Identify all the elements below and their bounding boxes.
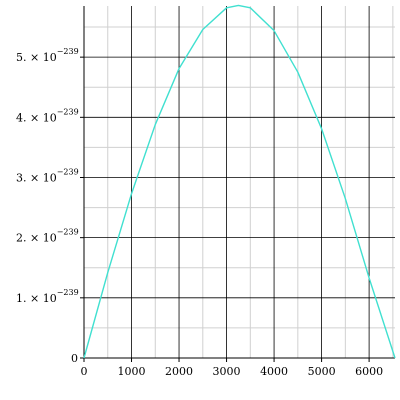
y-tick-label: 5. × 10−239 (16, 47, 79, 64)
x-tick-labels: 0 1000 2000 3000 4000 5000 6000 (81, 358, 383, 378)
y-tick-label: 0 (71, 352, 78, 365)
x-tick-label: 4000 (260, 365, 288, 378)
x-tick-label: 0 (81, 365, 88, 378)
series-line (83, 4, 396, 359)
axes (83, 6, 395, 359)
major-grid (84, 6, 395, 358)
x-tick-label: 5000 (308, 365, 336, 378)
y-tick-label: 2. × 10−239 (16, 228, 79, 245)
y-tick-label: 3. × 10−239 (16, 167, 79, 184)
y-tick-label: 4. × 10−239 (16, 107, 79, 124)
minor-grid (84, 6, 395, 358)
x-tick-label: 3000 (213, 365, 241, 378)
y-tick-label: 1. × 10−239 (16, 288, 79, 305)
x-tick-label: 6000 (355, 365, 383, 378)
x-tick-label: 2000 (165, 365, 193, 378)
series-layer (83, 4, 396, 359)
x-tick-label: 1000 (118, 365, 146, 378)
y-tick-labels: 0 1. × 10−239 2. × 10−239 3. × 10−239 4. × 1… (16, 47, 84, 365)
